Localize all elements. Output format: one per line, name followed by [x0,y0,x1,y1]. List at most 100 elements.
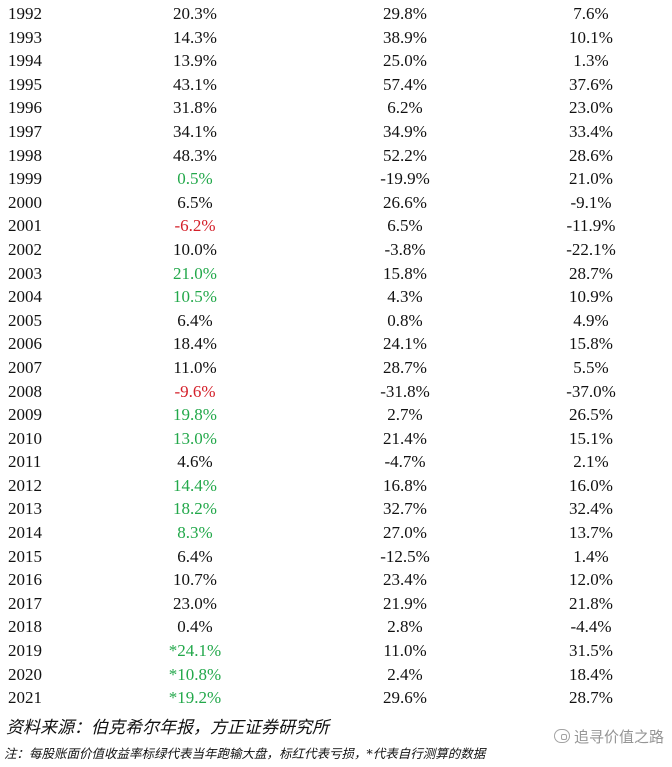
book-value-return-cell: 13.0% [173,428,217,448]
table-row: 1998 48.3% 52.2% 28.6% [0,144,672,168]
column-2-cell: 2.7% [387,405,423,425]
book-value-return-cell: *10.8% [168,664,222,684]
column-2-cell: 2.4% [387,664,423,684]
footnote: 注：每股账面价值收益率标绿代表当年跑输大盘，标红代表亏损，*代表自行测算的数据 [4,746,486,761]
book-value-return-cell: -9.6% [174,381,216,401]
table-row: 2010 13.0% 21.4% 15.1% [0,427,672,451]
column-3-cell: 10.9% [569,287,613,307]
column-3-cell: 28.6% [569,145,613,165]
table-row: 2001 -6.2% 6.5% -11.9% [0,214,672,238]
book-value-return-cell: 4.6% [177,452,213,472]
book-value-return-cell: 34.1% [173,121,217,141]
table-row: 2002 10.0% -3.8% -22.1% [0,238,672,262]
year-cell: 2011 [8,452,42,472]
year-cell: 2020 [8,664,42,684]
table-row: 2020 *10.8% 2.4% 18.4% [0,663,672,687]
column-2-cell: 21.9% [383,593,427,613]
table-row: 2019 *24.1% 11.0% 31.5% [0,639,672,663]
year-cell: 2014 [8,523,42,543]
column-3-cell: 1.4% [573,546,609,566]
column-3-cell: 21.8% [569,593,613,613]
table-row: 2000 6.5% 26.6% -9.1% [0,191,672,215]
year-cell: 2005 [8,310,42,330]
table-row: 2009 19.8% 2.7% 26.5% [0,403,672,427]
column-3-cell: 16.0% [569,475,613,495]
book-value-return-cell: 14.3% [173,27,217,47]
year-cell: 2012 [8,475,42,495]
column-3-cell: 18.4% [569,664,613,684]
column-3-cell: -37.0% [566,381,616,401]
column-3-cell: 23.0% [569,98,613,118]
table-row: 1997 34.1% 34.9% 33.4% [0,120,672,144]
column-3-cell: 15.1% [569,428,613,448]
column-3-cell: 33.4% [569,121,613,141]
column-2-cell: 29.8% [383,4,427,23]
column-3-cell: -11.9% [566,216,616,236]
book-value-return-cell: 21.0% [173,263,217,283]
year-cell: 1993 [8,27,42,47]
column-3-cell: 12.0% [569,570,613,590]
year-cell: 2007 [8,357,42,377]
table-row: 1995 43.1% 57.4% 37.6% [0,73,672,97]
book-value-return-cell: 10.5% [173,287,217,307]
column-2-cell: 6.2% [387,98,423,118]
wechat-icon [553,729,570,743]
year-cell: 2010 [8,428,42,448]
book-value-return-cell: *19.2% [168,688,222,708]
book-value-return-cell: 13.9% [173,51,217,71]
table-row: 2021 *19.2% 29.6% 28.7% [0,686,672,710]
year-cell: 2013 [8,499,42,519]
column-2-cell: 0.8% [387,310,423,330]
column-2-cell: 23.4% [383,570,427,590]
table-row: 1994 13.9% 25.0% 1.3% [0,49,672,73]
table-row: 1996 31.8% 6.2% 23.0% [0,96,672,120]
year-cell: 2009 [8,405,42,425]
year-cell: 2004 [8,287,42,307]
year-cell: 1992 [8,4,42,23]
column-2-cell: -3.8% [384,239,426,259]
table-row: 1992 20.3% 29.8% 7.6% [0,2,672,26]
year-cell: 2006 [8,334,42,354]
book-value-return-cell: 11.0% [173,357,217,377]
book-value-return-cell: 18.2% [173,499,217,519]
year-cell: 2001 [8,216,42,236]
column-3-cell: -4.4% [570,617,612,637]
column-2-cell: -4.7% [384,452,426,472]
book-value-return-cell: -6.2% [174,216,216,236]
column-3-cell: 26.5% [569,405,613,425]
column-2-cell: 15.8% [383,263,427,283]
year-cell: 1999 [8,169,42,189]
book-value-return-cell: 31.8% [173,98,217,118]
column-2-cell: -12.5% [380,546,430,566]
year-cell: 2017 [8,593,42,613]
column-2-cell: -31.8% [380,381,430,401]
year-cell: 2015 [8,546,42,566]
book-value-return-cell: 23.0% [173,593,217,613]
table-row: 2012 14.4% 16.8% 16.0% [0,474,672,498]
table-row: 2017 23.0% 21.9% 21.8% [0,592,672,616]
column-3-cell: 37.6% [569,74,613,94]
book-value-return-cell: 10.0% [173,239,217,259]
book-value-return-cell: 6.5% [177,192,213,212]
column-3-cell: 2.1% [573,452,609,472]
column-2-cell: 24.1% [383,334,427,354]
book-value-return-cell: 8.3% [177,523,213,543]
table-row: 1999 0.5% -19.9% 21.0% [0,167,672,191]
table-row: 2007 11.0% 28.7% 5.5% [0,356,672,380]
column-2-cell: 57.4% [383,74,427,94]
column-2-cell: 38.9% [383,27,427,47]
column-2-cell: 32.7% [383,499,427,519]
book-value-return-cell: 14.4% [173,475,217,495]
year-cell: 1998 [8,145,42,165]
book-value-return-cell: 10.7% [173,570,217,590]
year-cell: 2002 [8,239,42,259]
table-row: 2013 18.2% 32.7% 32.4% [0,497,672,521]
table-row: 2015 6.4% -12.5% 1.4% [0,545,672,569]
column-2-cell: 16.8% [383,475,427,495]
year-cell: 2000 [8,192,42,212]
column-2-cell: 27.0% [383,523,427,543]
year-cell: 1995 [8,74,42,94]
book-value-return-cell: 20.3% [173,4,217,23]
table-row: 2014 8.3% 27.0% 13.7% [0,521,672,545]
table-row: 2003 21.0% 15.8% 28.7% [0,262,672,286]
